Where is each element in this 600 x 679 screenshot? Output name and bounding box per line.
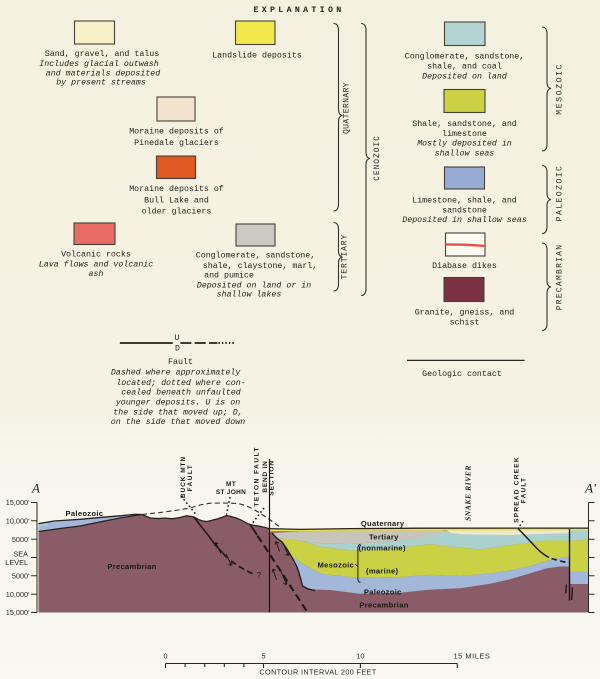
svg-text:Paleozoic: Paleozoic (66, 509, 104, 518)
svg-text:Precambrian: Precambrian (107, 562, 156, 571)
svg-text:SEA: SEA (13, 550, 28, 559)
svg-text:ST JOHN: ST JOHN (216, 489, 246, 496)
svg-text:TETON FAULT: TETON FAULT (253, 446, 260, 507)
svg-text:SNAKE RIVER: SNAKE RIVER (464, 465, 473, 521)
svg-text:Moraine deposits of: Moraine deposits of (129, 184, 224, 194)
svg-text:shallow seas: shallow seas (435, 149, 495, 159)
svg-text:TERTIARY: TERTIARY (341, 234, 350, 280)
svg-text:A': A' (584, 481, 596, 496)
svg-text:Deposited on land: Deposited on land (422, 72, 507, 82)
svg-text:Dashed where approximately: Dashed where approximately (111, 368, 241, 378)
svg-text:Moraine deposits of: Moraine deposits of (129, 127, 224, 137)
svg-text:SECTION: SECTION (268, 460, 275, 496)
svg-text:Pinedale glaciers: Pinedale glaciers (134, 138, 219, 148)
svg-text:Deposited on land or in: Deposited on land or in (197, 281, 312, 291)
svg-text:shallow lakes: shallow lakes (217, 290, 282, 300)
svg-text:Quaternary: Quaternary (361, 519, 405, 528)
svg-text:Precambrian: Precambrian (359, 600, 408, 609)
svg-text:and pumice: and pumice (204, 271, 254, 281)
svg-text:SPREAD CREEK: SPREAD CREEK (514, 456, 521, 523)
svg-text:limestone: limestone (442, 129, 487, 139)
svg-text:Includes glacial outwash: Includes glacial outwash (39, 59, 159, 69)
svg-text:15 MILES: 15 MILES (454, 652, 491, 661)
svg-text:Mesozoic: Mesozoic (318, 560, 355, 569)
svg-text:(marine): (marine) (366, 567, 399, 576)
svg-text:cealed beneath unfaulted: cealed beneath unfaulted (121, 388, 241, 398)
svg-text:?: ? (257, 572, 262, 581)
svg-text:BUCK MTN: BUCK MTN (180, 456, 187, 498)
svg-text:Mostly deposited in: Mostly deposited in (417, 139, 512, 149)
svg-text:QUATERNARY: QUATERNARY (343, 82, 352, 134)
svg-text:CONTOUR INTERVAL 200 FEET: CONTOUR INTERVAL 200 FEET (259, 668, 376, 677)
svg-text:sandstone: sandstone (442, 206, 487, 216)
svg-text:CENOZOIC: CENOZOIC (373, 135, 382, 181)
svg-text:PRECAMBRIAN: PRECAMBRIAN (556, 244, 565, 311)
svg-text:10,000': 10,000' (6, 517, 30, 526)
svg-text:LEVEL: LEVEL (5, 558, 28, 567)
svg-text:(nonmarine): (nonmarine) (359, 543, 406, 552)
svg-text:by present streams: by present streams (56, 78, 146, 88)
svg-text:D: D (175, 345, 180, 354)
svg-text:Conglomerate, sandstone,: Conglomerate, sandstone, (405, 52, 525, 62)
svg-text:located; dotted where con-: located; dotted where con- (116, 378, 245, 388)
svg-text:10: 10 (356, 652, 364, 661)
svg-text:15,000': 15,000' (6, 498, 30, 507)
svg-text:and materials deposited: and materials deposited (46, 68, 161, 78)
svg-text:MT: MT (226, 481, 236, 488)
svg-text:15,000': 15,000' (6, 608, 30, 617)
svg-text:EXPLANATION: EXPLANATION (253, 6, 344, 15)
svg-text:BEND IN: BEND IN (262, 460, 269, 492)
svg-text:Conglomerate, sandstone,: Conglomerate, sandstone, (196, 251, 316, 261)
svg-text:Diabase dikes: Diabase dikes (432, 261, 497, 271)
svg-text:Geologic contact: Geologic contact (422, 369, 502, 379)
svg-text:Tertiary: Tertiary (369, 533, 399, 542)
svg-text:on the side that moved down: on the side that moved down (111, 417, 245, 427)
svg-text:0: 0 (163, 652, 167, 661)
svg-text:Landslide deposits: Landslide deposits (212, 51, 302, 61)
svg-text:5000': 5000' (12, 572, 30, 581)
svg-text:Lava flows and volcanic: Lava flows and volcanic (39, 259, 154, 269)
svg-text:shale, and coal: shale, and coal (427, 62, 502, 72)
svg-text:Paleozoic: Paleozoic (364, 587, 402, 596)
svg-text:the side that moved up; D,: the side that moved up; D, (113, 407, 242, 417)
svg-text:A: A (31, 481, 40, 496)
svg-text:MESOZOIC: MESOZOIC (556, 63, 565, 115)
svg-text:older glaciers: older glaciers (142, 207, 212, 217)
svg-text:Volcanic rocks: Volcanic rocks (61, 250, 131, 260)
svg-text:Bull Lake and: Bull Lake and (144, 195, 209, 205)
svg-text:10,000': 10,000' (6, 590, 30, 599)
svg-text:U: U (175, 334, 180, 343)
svg-text:Shale, sandstone, and: Shale, sandstone, and (412, 119, 517, 129)
svg-text:Granite, gneiss, and: Granite, gneiss, and (415, 308, 515, 318)
svg-text:FAULT: FAULT (521, 477, 528, 503)
svg-text:Deposited in shallow seas: Deposited in shallow seas (402, 215, 526, 225)
svg-text:Limestone, shale, and: Limestone, shale, and (412, 196, 517, 206)
svg-text:5: 5 (261, 652, 265, 661)
svg-text:PALEOZOIC: PALEOZOIC (556, 165, 565, 222)
svg-text:ash: ash (89, 269, 104, 279)
svg-text:5000': 5000' (12, 535, 30, 544)
svg-text:schist: schist (450, 318, 480, 328)
svg-text:FAULT: FAULT (187, 464, 194, 491)
svg-text:Sand, gravel, and talus: Sand, gravel, and talus (45, 49, 160, 59)
svg-text:younger deposits. U is on: younger deposits. U is on (115, 397, 240, 407)
svg-text:shale, claystone, marl,: shale, claystone, marl, (203, 261, 318, 271)
svg-text:Fault: Fault (168, 357, 193, 367)
